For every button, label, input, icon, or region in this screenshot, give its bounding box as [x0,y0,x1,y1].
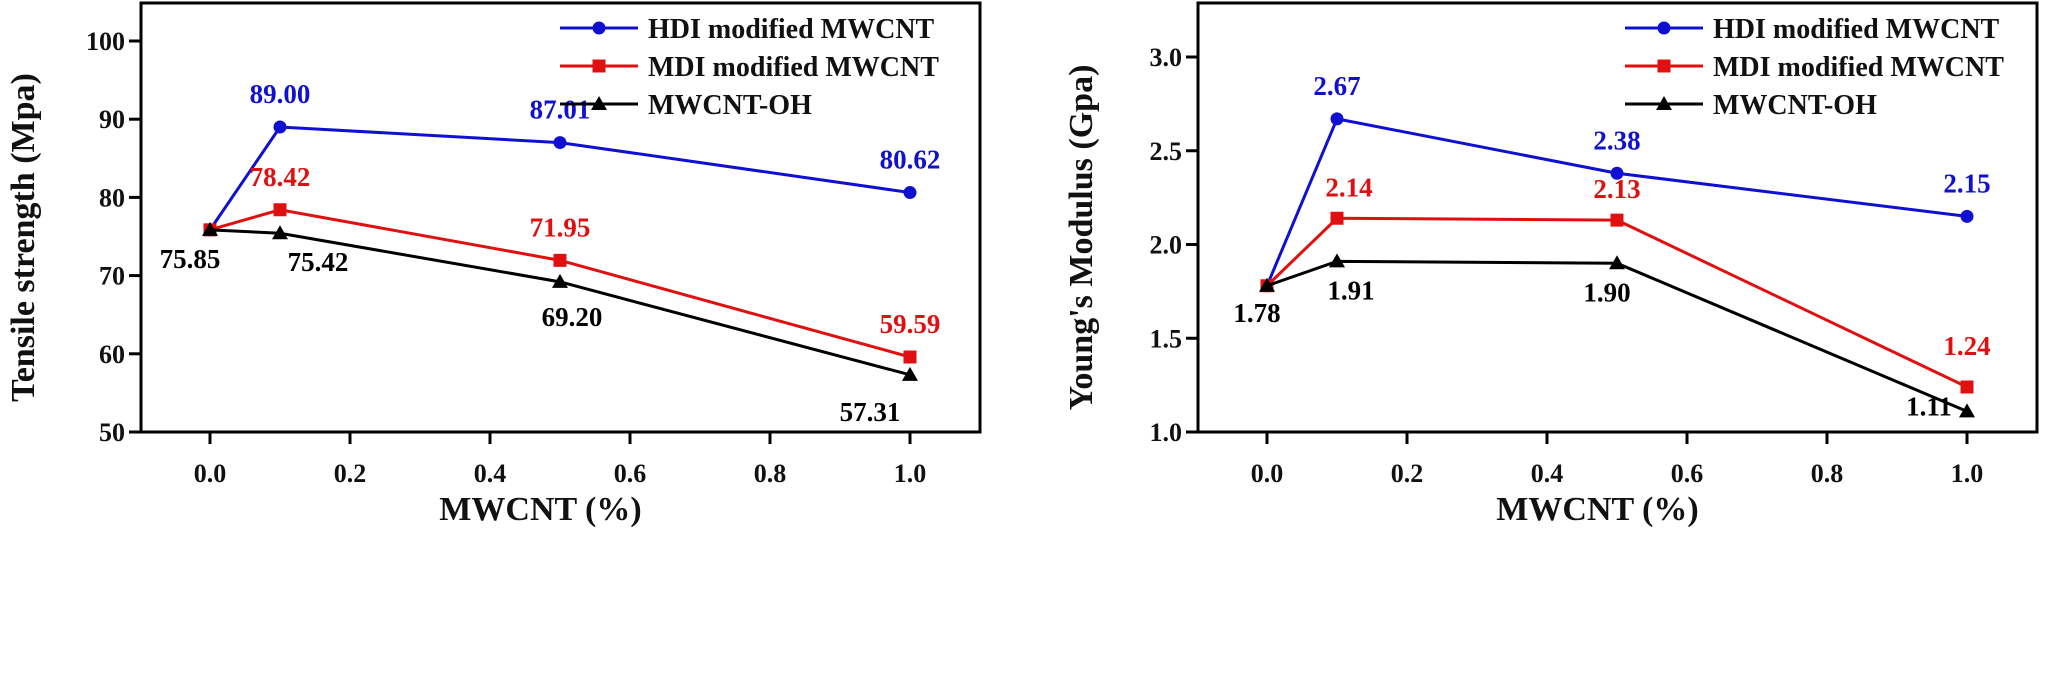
data-point-square [1960,380,1974,394]
data-label: 2.67 [1313,71,1360,101]
y-tick-label: 3.0 [1150,43,1183,72]
legend-marker-square [592,59,606,73]
x-axis-title: MWCNT (%) [439,491,641,528]
data-label: 69.20 [542,302,603,332]
series-line-2 [209,208,911,359]
y-tick-label: 60 [99,340,125,369]
y-tick-label: 2.0 [1150,231,1183,260]
data-point-circle [1960,209,1974,223]
legend-marker-triangle [1656,96,1672,110]
series-line-3 [209,228,911,377]
x-tick-label: 0.2 [1391,459,1424,488]
plot-frame [1196,1,2039,434]
legend-marker-triangle [591,96,607,110]
data-point-triangle [902,366,918,381]
legend: HDI modified MWCNT MDI modified MWCNT MWCN… [1625,14,2004,121]
y-tick-label: 100 [86,27,125,56]
y-tick-label: 90 [99,105,125,134]
legend-label: MDI modified MWCNT [1713,52,2004,83]
y-axis-title: Tensile strength (Mpa) [5,73,42,402]
data-point-triangle [1259,277,1275,292]
series-line-2 [1265,216,1968,389]
plot-frame [139,1,982,434]
data-point-circle [273,120,287,134]
x-tick-label: 0.8 [754,459,787,488]
data-label: 75.85 [160,244,221,274]
data-label: 2.38 [1593,125,1640,155]
data-point-square [903,350,917,364]
data-point-triangle [1959,403,1975,418]
data-label: 1.24 [1943,331,1990,361]
series-line-1 [1265,117,1968,287]
data-label: 75.42 [288,247,349,277]
y-tick-label: 50 [99,418,125,447]
legend-marker-circle [592,21,606,35]
x-axis-title: MWCNT (%) [1496,491,1698,528]
x-tick-label: 0.4 [474,459,507,488]
x-tick-label: 1.0 [894,459,927,488]
y-tick-label: 80 [99,183,125,212]
x-tick-label: 0.8 [1811,459,1844,488]
data-point-circle [1330,112,1344,126]
legend-marker-square [1657,59,1671,73]
data-point-triangle [1329,253,1345,268]
chart-panel-1: 50 60 70 80 90 100 0.0 0.2 0.4 0.6 0.8 1.0 MWCNT (%)… [5,1,982,528]
chart-panel-2: 1.0 1.5 2.0 2.5 3.0 0.0 0.2 0.4 0.6 0.8 1.0 MWCNT (… [1063,1,2039,528]
data-label: 1.11 [1906,391,1952,421]
data-label: 71.95 [530,212,591,242]
data-label: 57.31 [840,397,901,427]
legend: HDI modified MWCNT MDI modified MWCNT MWCN… [560,14,939,121]
legend-marker-circle [1657,21,1671,35]
data-point-triangle [552,273,568,288]
y-tick-label: 1.0 [1150,418,1183,447]
data-point-square [1610,213,1624,227]
series-line-1 [208,125,911,231]
data-point-circle [1610,166,1624,180]
data-point-triangle [1609,255,1625,270]
legend-label: MWCNT-OH [648,90,812,121]
legend-label: MWCNT-OH [1713,90,1877,121]
x-tick-label: 0.6 [614,459,647,488]
x-tick-label: 0.6 [1671,459,1704,488]
data-point-square [273,203,287,217]
series-line-3 [1266,259,1968,413]
y-tick-label: 1.5 [1150,324,1183,353]
legend-label: MDI modified MWCNT [648,52,939,83]
x-tick-label: 1.0 [1951,459,1984,488]
data-label: 80.62 [880,145,941,175]
data-label: 1.90 [1583,277,1630,307]
data-point-square [553,253,567,267]
legend-label: HDI modified MWCNT [648,14,935,45]
x-tick-label: 0.0 [194,459,227,488]
data-label: 78.42 [250,162,311,192]
y-tick-label: 70 [99,262,125,291]
data-label: 2.13 [1593,174,1640,204]
data-label: 2.15 [1943,168,1990,198]
x-tick-label: 0.2 [334,459,367,488]
data-point-square [1330,211,1344,225]
y-tick-label: 2.5 [1150,137,1183,166]
data-point-triangle [272,225,288,240]
data-point-circle [903,186,917,200]
data-label: 59.59 [880,309,941,339]
data-label: 89.00 [250,79,311,109]
data-label: 2.14 [1325,172,1372,202]
x-tick-label: 0.0 [1251,459,1284,488]
y-axis-title: Young's Modulus (Gpa) [1063,65,1100,411]
legend-label: HDI modified MWCNT [1713,14,2000,45]
data-label: 1.91 [1327,275,1374,305]
data-point-circle [553,136,567,150]
data-label: 87.01 [530,95,591,125]
data-point-triangle [202,221,218,236]
data-label: 1.78 [1233,298,1280,328]
x-tick-label: 0.4 [1531,459,1564,488]
